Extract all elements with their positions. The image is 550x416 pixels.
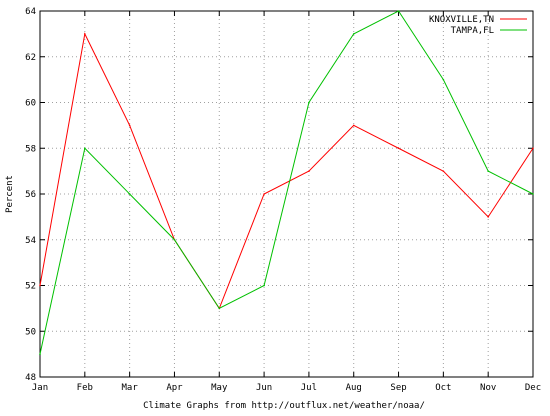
y-tick-label: 60 xyxy=(25,99,36,109)
data-point xyxy=(397,147,400,150)
data-point xyxy=(84,147,86,150)
data-point xyxy=(352,124,355,127)
x-tick-label: Jan xyxy=(32,383,48,393)
data-point xyxy=(352,33,355,35)
x-tick-label: Aug xyxy=(346,383,362,393)
x-tick-label: Mar xyxy=(122,383,139,393)
y-tick-label: 54 xyxy=(25,236,36,246)
data-point xyxy=(218,307,221,310)
legend-label: KNOXVILLE,TN xyxy=(429,15,494,25)
y-tick-label: 56 xyxy=(25,190,36,200)
x-tick-label: Nov xyxy=(480,383,496,393)
data-point xyxy=(128,193,131,195)
x-tick-label: Dec xyxy=(525,383,541,393)
y-tick-label: 64 xyxy=(25,7,36,17)
y-tick-label: 52 xyxy=(25,282,36,292)
y-tick-label: 62 xyxy=(25,53,36,63)
data-point xyxy=(442,78,445,81)
series-line xyxy=(39,32,534,310)
series-knoxville-tn xyxy=(39,32,534,310)
data-point xyxy=(442,170,445,172)
data-point xyxy=(39,353,41,355)
y-tick-label: 50 xyxy=(25,327,36,337)
x-tick-label: Jul xyxy=(301,383,317,393)
series-line xyxy=(39,10,534,355)
data-point xyxy=(308,101,310,104)
data-point xyxy=(308,170,310,172)
series-lines xyxy=(39,10,534,355)
data-point xyxy=(532,193,534,195)
x-tick-label: Feb xyxy=(77,383,93,393)
tick-labels: 48 50 52 54 56 58 60 62 64 Jan Feb Mar Apr May Jun Jul A… xyxy=(25,7,541,393)
legend-label: TAMPA,FL xyxy=(451,26,494,36)
data-point xyxy=(39,284,41,287)
y-tick-label: 58 xyxy=(25,144,36,154)
x-tick-label: Oct xyxy=(435,383,451,393)
data-point xyxy=(487,216,489,218)
x-tick-label: Sep xyxy=(390,383,406,393)
data-point xyxy=(128,124,131,127)
grid-lines xyxy=(40,11,533,377)
data-point xyxy=(532,147,534,150)
x-tick-label: Apr xyxy=(166,383,183,393)
x-tick-label: May xyxy=(211,383,228,393)
data-point xyxy=(397,10,400,12)
x-axis-label: Climate Graphs from http://outflux.net/w… xyxy=(143,401,425,411)
data-point xyxy=(263,193,265,195)
series-tampa-fl xyxy=(39,10,534,355)
data-point xyxy=(263,284,265,287)
x-tick-label: Jun xyxy=(256,383,272,393)
data-point xyxy=(487,170,489,172)
y-axis-label: Percent xyxy=(5,175,15,213)
data-point xyxy=(84,33,86,35)
y-tick-label: 48 xyxy=(25,373,36,383)
data-point xyxy=(173,238,176,241)
